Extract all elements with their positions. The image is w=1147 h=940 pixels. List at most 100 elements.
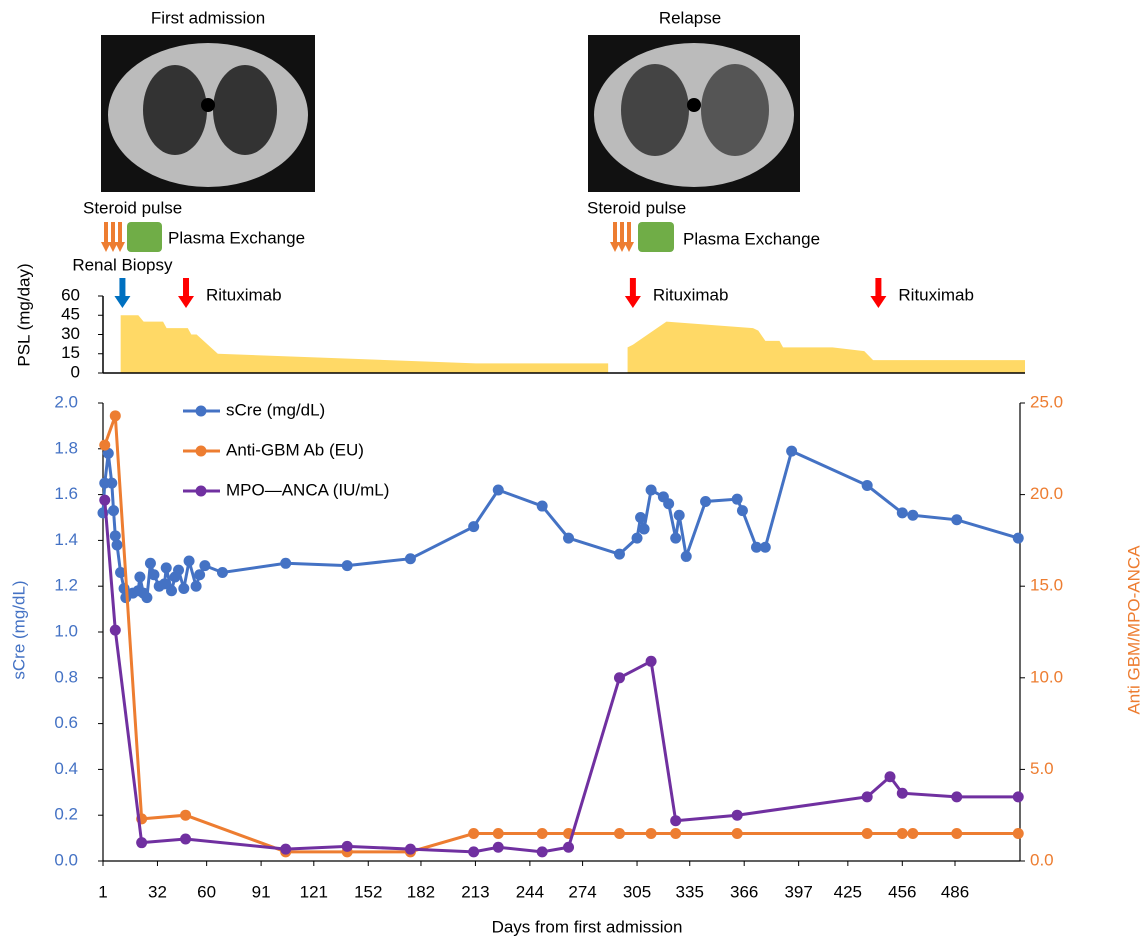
data-point xyxy=(732,810,743,821)
x-tick-label: 456 xyxy=(888,882,916,901)
data-point xyxy=(493,828,504,839)
y-tick-label: 1.8 xyxy=(54,438,78,457)
y2-tick-label: 20.0 xyxy=(1030,484,1063,503)
event-arrow xyxy=(114,278,130,308)
data-point xyxy=(468,846,479,857)
data-point xyxy=(184,556,195,567)
event-arrow xyxy=(178,278,194,308)
annotation: Steroid pulse xyxy=(587,198,686,217)
data-point xyxy=(897,788,908,799)
x-tick-label: 366 xyxy=(730,882,758,901)
x-tick-label: 213 xyxy=(461,882,489,901)
x-tick-label: 60 xyxy=(197,882,216,901)
data-point xyxy=(646,656,657,667)
data-point xyxy=(99,495,110,506)
y-tick-label: 45 xyxy=(61,305,80,324)
ct-image xyxy=(588,35,800,192)
data-point xyxy=(405,844,416,855)
legend-label: sCre (mg/dL) xyxy=(226,400,325,419)
data-point xyxy=(110,530,121,541)
ct-image xyxy=(101,35,315,192)
event-arrow xyxy=(625,278,641,308)
y-axis-title: sCre (mg/dL) xyxy=(9,580,28,679)
plasma-exchange-box xyxy=(638,222,674,252)
annotation: Plasma Exchange xyxy=(683,229,820,248)
data-point xyxy=(897,828,908,839)
y-tick-label: 0.0 xyxy=(54,850,78,869)
psl-area xyxy=(628,322,1025,373)
image-caption: First admission xyxy=(151,8,265,27)
data-point xyxy=(951,791,962,802)
y-tick-label: 1.6 xyxy=(54,484,78,503)
data-point xyxy=(614,672,625,683)
legend-marker xyxy=(196,446,207,457)
data-point xyxy=(614,549,625,560)
data-point xyxy=(951,828,962,839)
data-point xyxy=(173,565,184,576)
data-point xyxy=(141,592,152,603)
x-tick-label: 1 xyxy=(98,882,107,901)
data-point xyxy=(199,560,210,571)
y-tick-label: 0.4 xyxy=(54,759,78,778)
data-point xyxy=(217,567,228,578)
x-tick-label: 274 xyxy=(568,882,596,901)
data-point xyxy=(148,569,159,580)
data-point xyxy=(191,581,202,592)
data-point xyxy=(166,585,177,596)
data-point xyxy=(760,542,771,553)
event-label: Rituximab xyxy=(206,285,282,304)
x-tick-label: 397 xyxy=(784,882,812,901)
data-point xyxy=(280,844,291,855)
data-point xyxy=(493,842,504,853)
data-point xyxy=(732,828,743,839)
data-point xyxy=(632,533,643,544)
data-point xyxy=(108,505,119,516)
y2-tick-label: 25.0 xyxy=(1030,392,1063,411)
y-axis-title: PSL (mg/day) xyxy=(14,263,33,366)
x-tick-label: 91 xyxy=(252,882,271,901)
data-point xyxy=(136,837,147,848)
annotation: Steroid pulse xyxy=(83,198,182,217)
data-point xyxy=(635,512,646,523)
x-tick-label: 425 xyxy=(834,882,862,901)
x-tick-label: 305 xyxy=(623,882,651,901)
data-point xyxy=(134,572,145,583)
data-point xyxy=(468,828,479,839)
data-point xyxy=(342,841,353,852)
data-point xyxy=(405,553,416,564)
data-point xyxy=(280,558,291,569)
data-point xyxy=(885,771,896,782)
x-tick-label: 121 xyxy=(300,882,328,901)
data-point xyxy=(907,510,918,521)
event-label: Rituximab xyxy=(898,285,974,304)
data-point xyxy=(646,828,657,839)
data-point xyxy=(700,496,711,507)
data-point xyxy=(99,440,110,451)
data-point xyxy=(468,521,479,532)
y2-tick-label: 5.0 xyxy=(1030,759,1054,778)
data-point xyxy=(639,523,650,534)
y2-tick-label: 0.0 xyxy=(1030,850,1054,869)
page: First admission Relapse Steroid pulse Pl… xyxy=(0,0,1147,940)
data-point xyxy=(681,551,692,562)
y2-tick-label: 15.0 xyxy=(1030,576,1063,595)
data-point xyxy=(180,834,191,845)
data-point xyxy=(1013,828,1024,839)
y2-tick-label: 10.0 xyxy=(1030,667,1063,686)
legend-marker xyxy=(196,486,207,497)
data-point xyxy=(161,562,172,573)
event-label: Renal Biopsy xyxy=(72,255,173,274)
data-point xyxy=(862,791,873,802)
y-tick-label: 0.2 xyxy=(54,805,78,824)
series-line xyxy=(103,451,1018,598)
data-point xyxy=(670,828,681,839)
data-point xyxy=(537,828,548,839)
y-tick-label: 0.8 xyxy=(54,667,78,686)
data-point xyxy=(786,446,797,457)
data-point xyxy=(342,560,353,571)
data-point xyxy=(663,498,674,509)
legend-label: Anti-GBM Ab (EU) xyxy=(226,440,364,459)
data-point xyxy=(614,828,625,839)
data-point xyxy=(737,505,748,516)
figure: First admission Relapse Steroid pulse Pl… xyxy=(0,0,1147,940)
